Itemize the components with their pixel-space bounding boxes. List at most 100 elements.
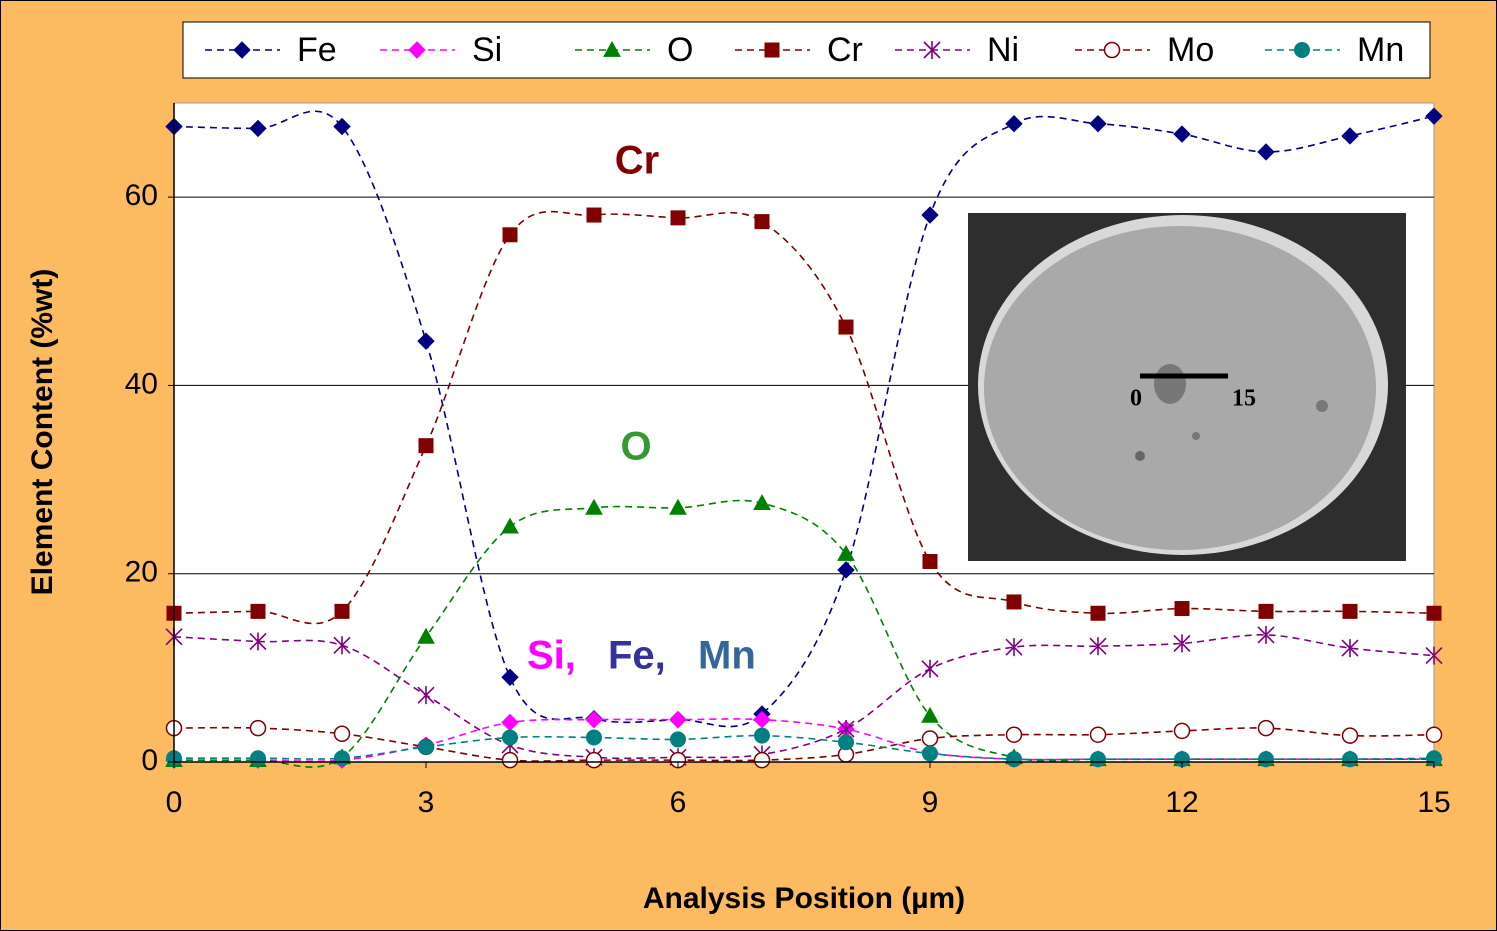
marker <box>501 517 519 534</box>
marker <box>753 710 771 729</box>
marker <box>333 117 351 136</box>
inset-scale-label: 0 <box>1130 386 1142 412</box>
annotation: Fe, <box>608 634 666 678</box>
marker <box>417 332 435 350</box>
marker <box>1006 594 1022 610</box>
legend-marker <box>603 40 621 57</box>
legend-label: Mn <box>1357 31 1404 69</box>
marker <box>502 729 518 746</box>
marker <box>586 207 602 223</box>
marker <box>502 227 518 243</box>
x-tick-label: 9 <box>922 786 939 819</box>
marker <box>1090 751 1106 768</box>
marker <box>921 706 939 723</box>
marker <box>1005 726 1023 743</box>
marker <box>1341 727 1359 744</box>
legend-label: Fe <box>297 31 337 69</box>
inset-inclusion <box>1192 432 1200 440</box>
marker <box>249 632 267 651</box>
inset-inclusion <box>1154 364 1186 404</box>
marker <box>1090 605 1106 621</box>
y-tick-label: 60 <box>125 179 158 212</box>
marker <box>501 751 519 769</box>
marker <box>1173 722 1191 740</box>
marker <box>1173 634 1191 653</box>
series-line <box>173 634 1435 760</box>
annotation: Si, <box>527 634 576 678</box>
marker <box>417 627 435 644</box>
marker <box>1174 601 1190 617</box>
x-tick-label: 12 <box>1165 786 1198 819</box>
marker <box>753 751 771 769</box>
marker <box>670 210 686 226</box>
marker <box>1005 115 1023 133</box>
x-axis-title: Analysis Position (µm) <box>643 882 965 915</box>
marker <box>754 727 770 744</box>
marker <box>333 636 351 655</box>
marker <box>921 659 939 678</box>
marker <box>1257 143 1275 161</box>
legend-label: O <box>667 31 693 69</box>
legend-marker <box>764 42 780 58</box>
marker <box>1005 638 1023 657</box>
marker <box>418 738 434 755</box>
y-tick-label: 20 <box>125 556 158 589</box>
marker <box>837 561 855 579</box>
annotation: Cr <box>615 139 659 183</box>
marker <box>838 319 854 335</box>
y-tick-label: 40 <box>125 367 158 400</box>
series-line <box>173 734 1435 761</box>
marker <box>585 710 603 729</box>
marker <box>334 750 350 767</box>
marker <box>1257 719 1275 737</box>
marker <box>249 119 267 138</box>
marker <box>1425 726 1443 743</box>
marker <box>1089 637 1107 656</box>
legend-marker <box>923 41 941 59</box>
x-tick-label: 3 <box>418 786 435 819</box>
y-axis-title: Element Content (%wt) <box>26 269 59 596</box>
marker <box>418 438 434 454</box>
legend-label: Ni <box>987 31 1019 69</box>
x-tick-label: 6 <box>670 786 687 819</box>
marker <box>1089 115 1107 133</box>
marker <box>417 686 435 705</box>
marker <box>585 498 603 515</box>
series-line <box>173 726 1435 762</box>
inset-inclusion <box>1316 400 1328 412</box>
legend-marker <box>233 41 251 59</box>
marker <box>753 494 771 511</box>
legend-label: Si <box>472 31 502 69</box>
marker <box>1425 646 1443 665</box>
marker <box>249 719 267 737</box>
legend-marker <box>1103 41 1121 59</box>
marker <box>754 214 770 230</box>
marker <box>1258 603 1274 619</box>
marker <box>1342 603 1358 619</box>
series-line <box>173 210 1435 625</box>
marker <box>922 553 938 569</box>
legend-label: Cr <box>827 31 863 69</box>
annotation: O <box>620 425 651 469</box>
marker <box>250 750 266 767</box>
marker <box>921 206 939 224</box>
marker <box>1425 107 1443 125</box>
marker <box>670 731 686 748</box>
marker <box>1426 605 1442 621</box>
marker <box>250 603 266 619</box>
inset-image: 0 15 <box>968 213 1406 561</box>
legend-marker <box>1294 42 1310 58</box>
marker <box>501 668 519 686</box>
marker <box>669 498 687 515</box>
inset-inclusion <box>1135 451 1145 461</box>
marker <box>333 725 351 743</box>
x-tick-label: 0 <box>166 786 183 819</box>
annotation: Mn <box>698 634 756 678</box>
marker <box>1089 726 1107 743</box>
marker <box>669 710 687 729</box>
x-tick-label: 15 <box>1417 786 1450 819</box>
inset-scale-label: 15 <box>1232 386 1256 412</box>
marker <box>1173 125 1191 143</box>
legend <box>182 21 1431 79</box>
